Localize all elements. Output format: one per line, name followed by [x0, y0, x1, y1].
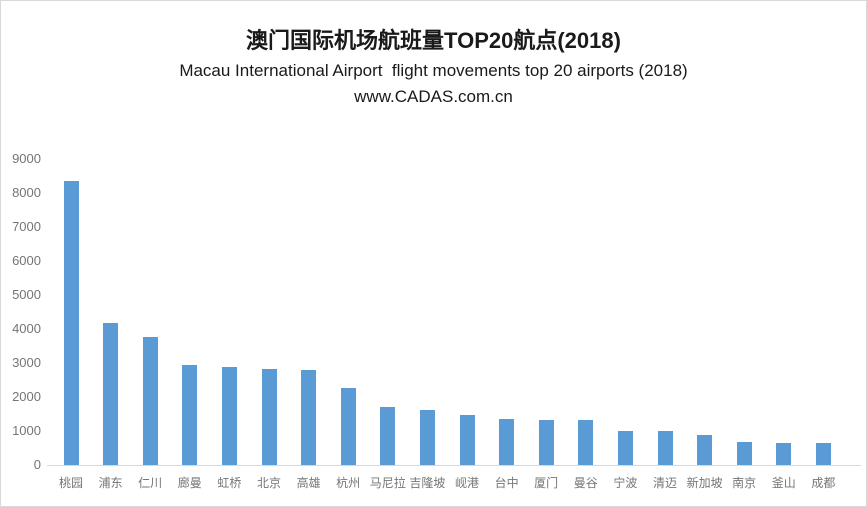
x-axis-line — [47, 465, 861, 466]
x-axis-category-label: 桃园 — [58, 476, 83, 490]
bar — [538, 420, 554, 465]
x-axis-category-label: 厦门 — [534, 476, 559, 490]
y-axis-tick-label: 3000 — [12, 355, 41, 370]
y-axis-tick-label: 1000 — [12, 423, 41, 438]
x-axis-category-label: 岘港 — [454, 476, 479, 490]
x-axis-category-label: 清迈 — [652, 476, 677, 490]
bar — [617, 431, 633, 465]
bar — [340, 388, 356, 465]
x-axis-category-label: 新加坡 — [686, 476, 723, 490]
y-axis-tick-label: 9000 — [12, 151, 41, 166]
bar — [459, 415, 475, 465]
x-axis-category-label: 浦东 — [98, 476, 123, 490]
y-axis-tick-label: 0 — [33, 457, 41, 472]
y-axis-tick-label: 4000 — [12, 321, 41, 336]
bar — [103, 323, 119, 465]
x-axis-category-label: 曼谷 — [573, 476, 598, 490]
y-axis-tick-label: 6000 — [12, 253, 41, 268]
x-axis-category-label: 台中 — [494, 476, 519, 490]
bar — [301, 370, 317, 465]
x-axis-category-label: 吉隆坡 — [409, 476, 446, 490]
x-axis-category-label: 仁川 — [138, 476, 163, 490]
x-axis-category-label: 马尼拉 — [369, 476, 406, 490]
bar — [380, 407, 396, 465]
bar — [221, 367, 237, 465]
bar — [776, 443, 792, 465]
y-axis-tick-label: 2000 — [12, 389, 41, 404]
x-axis-category-label: 廊曼 — [177, 476, 202, 490]
y-axis-tick-label: 7000 — [12, 219, 41, 234]
bar — [815, 443, 831, 465]
chart-subtitle: Macau International Airport flight movem… — [179, 61, 688, 80]
bar — [578, 420, 594, 465]
bar — [736, 442, 752, 465]
x-axis-category-label: 杭州 — [336, 476, 361, 490]
x-axis-category-label: 虹桥 — [217, 476, 242, 490]
x-axis-category-label: 南京 — [732, 476, 757, 490]
x-axis-category-label: 北京 — [256, 476, 281, 490]
x-axis-category-label: 釜山 — [771, 476, 796, 490]
bar — [142, 337, 158, 465]
x-axis-category-label: 宁波 — [613, 476, 638, 490]
bar — [419, 410, 435, 465]
bar — [657, 431, 673, 465]
bar — [182, 365, 198, 465]
bar — [261, 369, 277, 465]
chart-source-watermark: www.CADAS.com.cn — [354, 87, 513, 106]
bar — [697, 435, 713, 465]
bar — [63, 181, 79, 465]
chart-title: 澳门国际机场航班量TOP20航点(2018) — [246, 28, 621, 53]
y-axis-tick-label: 8000 — [12, 185, 41, 200]
y-axis-tick-label: 5000 — [12, 287, 41, 302]
x-axis-category-label: 高雄 — [296, 476, 321, 490]
bar — [499, 419, 515, 465]
x-axis-category-label: 成都 — [811, 476, 836, 490]
